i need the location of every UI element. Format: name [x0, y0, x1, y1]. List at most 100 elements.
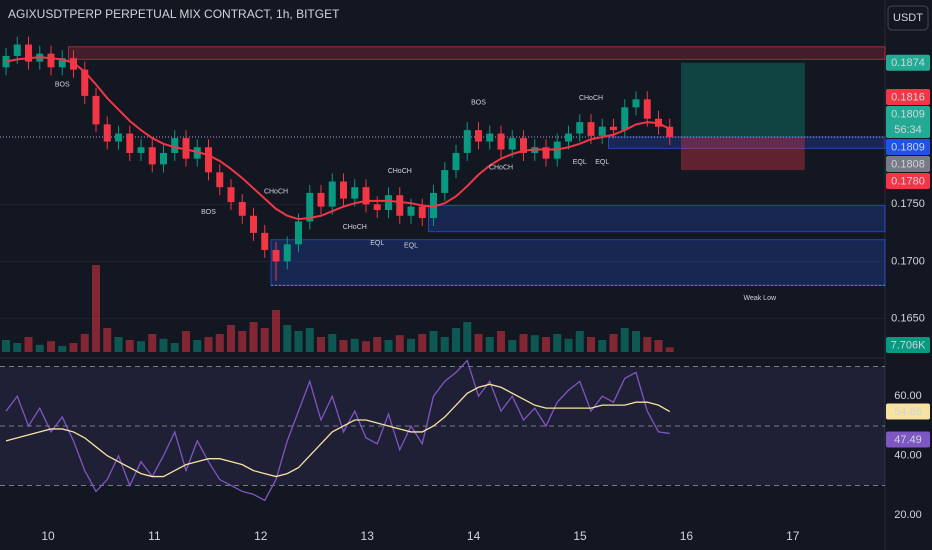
rsi-tick-label: 40.00 — [894, 450, 922, 462]
candle-body — [317, 192, 325, 207]
x-tick-label: 17 — [786, 529, 800, 543]
annotation: CHoCH — [264, 189, 288, 196]
volume-bar — [384, 340, 393, 352]
candle-body — [542, 147, 550, 159]
candle-body — [520, 138, 527, 153]
chart-title: AGIXUSDTPERP PERPETUAL MIX CONTRACT, 1h,… — [8, 7, 340, 21]
candle-body — [58, 58, 66, 68]
volume-bar — [114, 337, 123, 352]
volume-bar — [350, 338, 359, 352]
volume-bar — [317, 337, 325, 352]
candle-body — [508, 138, 516, 150]
candle-body — [13, 44, 21, 56]
candle-body — [351, 187, 359, 199]
volume-bar — [620, 328, 629, 352]
candle-body — [565, 133, 572, 142]
candle-body — [238, 202, 246, 216]
volume-bar — [598, 340, 607, 352]
volume-bar — [418, 334, 427, 352]
candle-body — [103, 124, 111, 142]
candle-body — [486, 133, 494, 142]
volume-bar — [170, 343, 179, 352]
x-tick-label: 14 — [467, 529, 481, 543]
volume-bar — [47, 341, 55, 352]
main-layer — [2, 36, 674, 502]
candle-body — [171, 138, 179, 153]
candle-body — [475, 130, 482, 142]
zone — [270, 239, 886, 286]
price-tag — [886, 156, 930, 173]
candle-body — [385, 195, 392, 211]
volume-bar — [542, 337, 550, 352]
price-tag-label: 0.1780 — [891, 175, 925, 187]
volume-bar — [463, 322, 472, 352]
candle-body — [610, 126, 617, 131]
price-tag — [886, 106, 930, 139]
candle-body — [328, 181, 336, 207]
rsi-line — [5, 359, 670, 502]
candle-body — [272, 249, 280, 262]
currency-button[interactable] — [887, 5, 929, 31]
annotation: CHoCH — [388, 168, 412, 175]
volume-bar — [497, 331, 505, 352]
volume-bar — [373, 337, 382, 352]
volume-tag-label: 7.706K — [891, 339, 927, 351]
x-tick-label: 13 — [361, 529, 375, 543]
candle-body — [643, 99, 651, 119]
volume-bar — [609, 334, 618, 352]
candle-body — [115, 133, 122, 142]
price-tag-label: 0.1808 — [891, 158, 925, 170]
y-tick-label: 0.1650 — [891, 312, 925, 324]
price-tag — [886, 89, 930, 106]
volume-bar — [24, 337, 33, 352]
volume-bar — [407, 338, 415, 352]
candle-body — [205, 147, 212, 173]
price-tag-label: 0.1816 — [891, 91, 925, 103]
volume-bar — [474, 334, 483, 352]
currency-label[interactable]: USDT — [893, 12, 923, 24]
candle-body — [598, 126, 606, 136]
annotation: EQL — [370, 240, 384, 247]
volume-bar — [80, 334, 89, 352]
candle-body — [193, 147, 201, 159]
candle-body — [430, 192, 437, 219]
volume-bar — [452, 328, 460, 352]
volume-bar — [182, 331, 190, 352]
y-tick-label: 0.1750 — [891, 198, 925, 210]
zone — [68, 46, 886, 60]
price-tag-countdown: 56:34 — [894, 124, 922, 136]
price-tag — [886, 173, 930, 190]
candle-body — [497, 133, 505, 150]
rsi-tag — [886, 403, 930, 420]
volume-bar — [339, 340, 348, 352]
volume-bar — [137, 341, 145, 352]
candle-body — [160, 152, 167, 165]
volume-tag — [886, 337, 930, 353]
volume-bar — [632, 331, 640, 352]
front-layer: 0.1650 0.1700 0.1750 BOS BOS CHoCH CHoCH EQL CHo… — [41, 54, 930, 543]
candle-body — [666, 126, 674, 137]
annotation: BOS — [201, 209, 216, 216]
annotation: BOS — [55, 81, 70, 88]
x-tick-label: 16 — [680, 529, 694, 543]
rsi-tag-label: 47.49 — [894, 434, 922, 446]
volume-bar — [643, 337, 652, 352]
volume-bar — [654, 340, 663, 352]
volume-bar — [159, 338, 168, 352]
annotation: EQL — [595, 159, 609, 166]
price-tag — [886, 139, 930, 156]
volume-bar — [553, 334, 562, 352]
x-tick-label: 11 — [148, 529, 161, 543]
volume-bar — [58, 346, 67, 352]
candle-body — [373, 204, 381, 211]
candle-body — [632, 99, 640, 108]
volume-bar — [69, 343, 78, 352]
candle-body — [261, 232, 269, 250]
candle-body — [81, 69, 89, 96]
annotation: EQL — [573, 159, 587, 166]
price-tag-label: 0.1874 — [891, 57, 925, 69]
candle-body — [283, 244, 291, 262]
volume-bar — [485, 337, 494, 352]
x-tick-label: 12 — [254, 529, 268, 543]
